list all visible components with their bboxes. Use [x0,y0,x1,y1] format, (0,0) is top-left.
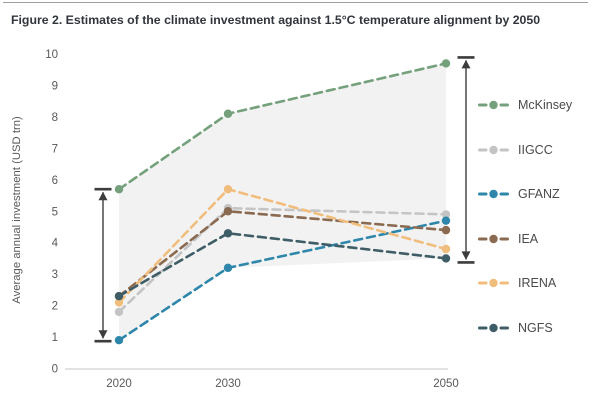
y-tick-label: 1 [52,332,58,344]
figure-title: Figure 2. Estimates of the climate inves… [11,13,541,27]
data-point-iea [441,225,451,235]
data-point-irena [114,298,124,307]
data-point-gfanz [441,216,451,225]
data-point-iea [223,207,233,216]
x-tick-label: 2030 [215,378,241,390]
legend-item-gfanz: GFANZ [478,172,572,217]
legend-marker-icon [478,101,509,110]
legend-item-iigcc: IIGCC [478,128,572,173]
data-point-mckinsey [223,109,233,118]
data-point-gfanz [114,335,124,345]
y-tick-label: 0 [52,364,58,376]
y-tick-label: 3 [52,269,58,281]
y-tick-label: 4 [52,238,59,250]
y-tick-label: 5 [52,206,58,218]
data-point-gfanz [223,263,233,273]
y-tick-label: 6 [52,175,58,187]
data-point-ngfs [441,254,451,263]
top-divider [3,2,588,3]
x-tick-label: 2050 [433,378,459,390]
data-point-irena [223,185,233,194]
y-axis-title: Average annual investment (USD trn) [11,116,23,304]
legend-item-ngfs: NGFS [478,306,572,351]
legend-marker-icon [478,323,509,332]
legend-label: NGFS [518,320,553,335]
legend-marker-icon [478,190,509,199]
data-point-mckinsey [441,59,451,68]
legend-item-mckinsey: McKinsey [478,83,572,128]
data-point-mckinsey [114,185,124,194]
legend: McKinsey IIGCC GFANZ IEA IRENA NGFS [478,83,572,350]
legend-item-irena: IRENA [478,261,572,306]
legend-label: IIGCC [518,142,553,157]
legend-item-iea: IEA [478,217,572,262]
legend-marker-icon [478,145,509,154]
legend-label: GFANZ [518,187,560,202]
legend-label: IRENA [518,276,557,291]
y-tick-label: 8 [52,112,58,124]
range-arrow-2050 [457,56,475,264]
data-point-iigcc [114,307,124,317]
legend-label: McKinsey [518,98,573,113]
data-point-iigcc [441,210,451,219]
range-band [119,63,446,341]
data-point-irena [441,244,451,254]
y-tick-label: 7 [52,143,58,155]
legend-label: IEA [518,231,539,246]
x-tick-label: 2020 [106,378,132,390]
data-point-ngfs [114,291,124,301]
range-arrow-2020 [94,187,112,343]
data-point-ngfs [223,229,233,238]
y-tick-label: 2 [52,301,58,313]
y-tick-label: 10 [45,49,58,61]
legend-marker-icon [478,234,509,243]
y-tick-label: 9 [52,80,58,92]
legend-marker-icon [478,279,509,288]
